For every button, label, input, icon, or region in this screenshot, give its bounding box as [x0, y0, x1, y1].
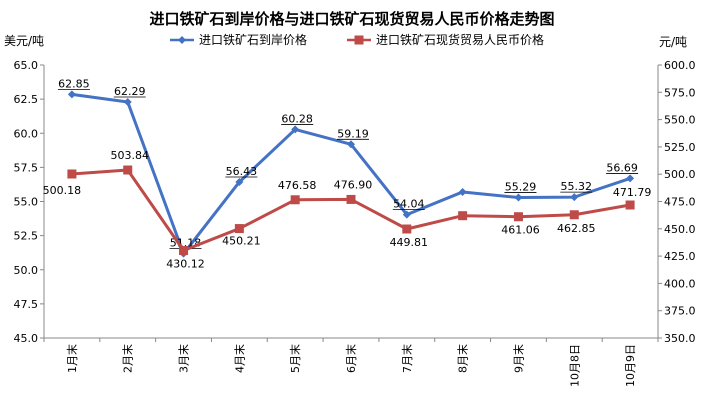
axes: 45.0 47.5 50.0 52.5 55.0 57.5 60.0 62.5 65.0 350.… — [14, 59, 696, 387]
data-label: 462.85 — [557, 222, 596, 235]
data-point-diamond — [458, 187, 467, 196]
data-point-diamond — [347, 140, 355, 149]
data-point-square — [179, 246, 189, 256]
data-label: 56.69 — [606, 161, 638, 174]
x-category-label: 2月末 — [121, 344, 135, 373]
x-category-label: 3月末 — [177, 344, 191, 373]
left-tick-label: 47.5 — [14, 298, 39, 311]
data-label: 59.19 — [337, 127, 369, 140]
x-category-label: 10月8日 — [568, 344, 581, 387]
data-label: 60.28 — [281, 112, 313, 125]
data-point-diamond — [235, 177, 244, 186]
right-tick-label: 525.0 — [664, 141, 696, 154]
data-point-square — [513, 212, 523, 222]
right-tick-label: 500.0 — [664, 168, 696, 181]
data-point-square — [346, 194, 356, 204]
data-label: 450.21 — [222, 235, 261, 248]
data-point-diamond — [123, 97, 132, 106]
data-point-square — [402, 224, 412, 234]
right-tick-label: 450.0 — [664, 223, 696, 236]
left-tick-label: 60.0 — [14, 127, 39, 140]
chart-title: 进口铁矿石到岸价格与进口铁矿石现货贸易人民币价格走势图 — [149, 10, 554, 28]
right-tick-label: 425.0 — [664, 250, 696, 263]
legend-label: 进口铁矿石现货贸易人民币价格 — [376, 32, 544, 47]
data-point-square — [458, 211, 468, 221]
right-tick-label: 550.0 — [664, 114, 696, 127]
data-point-square — [569, 210, 579, 220]
left-tick-label: 62.5 — [14, 93, 39, 106]
series: 62.8562.2951.1856.4360.2859.1954.0455.29… — [43, 77, 652, 270]
data-label: 62.29 — [114, 85, 146, 98]
data-label: 476.58 — [278, 179, 317, 192]
left-tick-label: 65.0 — [14, 59, 39, 72]
data-point-square — [354, 35, 364, 45]
right-tick-label: 475.0 — [664, 196, 696, 209]
data-point-square — [625, 200, 635, 210]
data-point-diamond — [67, 90, 76, 99]
data-point-diamond — [570, 193, 579, 202]
data-point-diamond — [514, 193, 523, 202]
right-tick-label: 350.0 — [664, 332, 696, 345]
legend-label: 进口铁矿石到岸价格 — [199, 32, 307, 47]
x-category-label: 8月末 — [456, 344, 470, 373]
x-category-label: 5月末 — [288, 344, 302, 373]
data-label: 55.29 — [505, 181, 537, 194]
data-label: 476.90 — [334, 178, 373, 191]
data-label: 461.06 — [501, 224, 540, 237]
data-point-diamond — [626, 174, 635, 183]
left-tick-label: 45.0 — [14, 332, 39, 345]
data-point-diamond — [178, 36, 186, 44]
data-label: 62.85 — [58, 77, 90, 90]
left-axis-unit: 美元/吨 — [4, 34, 44, 48]
data-label: 449.81 — [390, 236, 429, 249]
right-tick-label: 600.0 — [664, 59, 696, 72]
left-tick-label: 50.0 — [14, 264, 39, 277]
data-point-square — [234, 224, 244, 234]
data-point-diamond — [291, 125, 300, 134]
data-label: 430.12 — [166, 258, 205, 271]
x-category-label: 1月末 — [65, 344, 79, 373]
x-category-label: 10月9日 — [624, 344, 637, 387]
right-axis-unit: 元/吨 — [659, 35, 687, 49]
data-point-square — [123, 165, 133, 175]
series-2: 500.18 503.84 430.12 450.21 476.58 476.90 449.… — [43, 149, 652, 271]
data-label: 503.84 — [110, 149, 149, 162]
data-label: 56.43 — [226, 165, 258, 178]
right-tick-label: 375.0 — [664, 305, 696, 318]
x-category-label: 4月末 — [232, 344, 246, 373]
legend: 进口铁矿石到岸价格 进口铁矿石现货贸易人民币价格 — [170, 32, 544, 47]
data-label: 500.18 — [43, 184, 82, 197]
data-label: 54.04 — [393, 198, 425, 211]
x-category-label: 9月末 — [511, 344, 525, 373]
x-category-label: 7月末 — [400, 344, 414, 373]
data-label: 55.32 — [561, 180, 593, 193]
right-tick-label: 400.0 — [664, 277, 696, 290]
data-label: 471.79 — [613, 186, 652, 199]
left-tick-label: 57.5 — [14, 161, 39, 174]
series-1: 62.8562.2951.1856.4360.2859.1954.0455.29… — [57, 77, 639, 258]
data-point-square — [290, 195, 300, 205]
right-tick-label: 575.0 — [664, 86, 696, 99]
x-category-label: 6月末 — [344, 344, 358, 373]
series-line — [71, 92, 631, 256]
left-tick-label: 55.0 — [14, 196, 39, 209]
left-tick-label: 52.5 — [14, 230, 39, 243]
data-point-square — [67, 169, 77, 179]
data-point-diamond — [402, 210, 411, 219]
